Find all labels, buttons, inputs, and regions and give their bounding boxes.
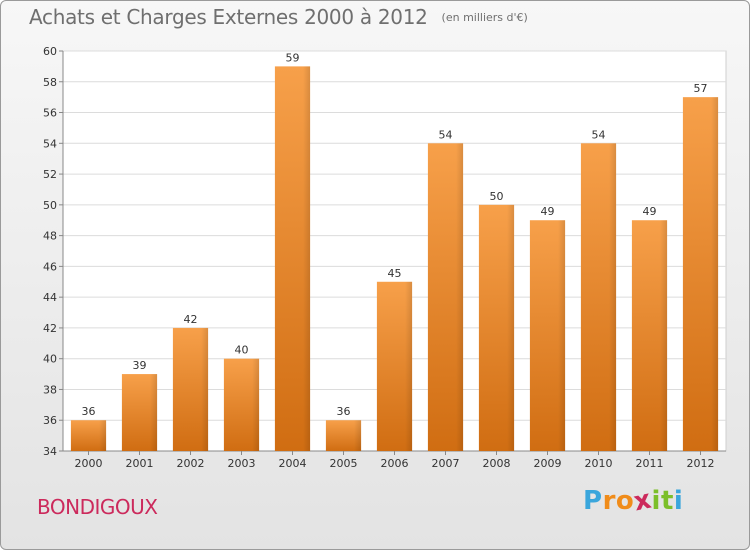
y-tick-label: 42 — [43, 322, 57, 335]
y-tick-label: 60 — [43, 45, 57, 58]
bar-shade — [223, 358, 260, 451]
bar-shade — [427, 143, 464, 452]
bar-shade — [376, 281, 413, 451]
y-tick-label: 50 — [43, 199, 57, 212]
x-tick-label: 2011 — [636, 457, 664, 470]
y-axis: 34 36 38 40 42 44 46 48 50 52 54 56 58 60 — [43, 45, 726, 458]
chart-title: Achats et Charges Externes 2000 à 2012 (e… — [29, 5, 528, 29]
x-tick-label: 2002 — [177, 457, 205, 470]
data-label: 57 — [694, 82, 708, 95]
y-tick-label: 34 — [43, 445, 57, 458]
data-label: 36 — [82, 405, 96, 418]
y-tick-label: 46 — [43, 260, 57, 273]
y-tick-label: 56 — [43, 107, 57, 120]
bar-shade — [274, 66, 311, 451]
bar-shade — [478, 204, 515, 451]
x-tick-label: 2007 — [432, 457, 460, 470]
bar-shade — [580, 143, 617, 452]
logo-letter: i — [673, 486, 684, 516]
bar-shade — [70, 420, 107, 451]
bar-shade — [325, 420, 362, 451]
y-tick-label: 54 — [43, 137, 57, 150]
logo-letter: r — [602, 486, 616, 516]
x-tick-label: 2009 — [534, 457, 562, 470]
logo-letter: P — [583, 486, 603, 516]
x-tick-label: 2004 — [279, 457, 307, 470]
x-tick-label: 2001 — [126, 457, 154, 470]
y-tick-label: 48 — [43, 230, 57, 243]
y-tick-label: 40 — [43, 353, 57, 366]
x-tick-label: 2010 — [585, 457, 613, 470]
bar-shade — [121, 374, 158, 451]
data-label: 49 — [643, 205, 657, 218]
x-tick-label: 2006 — [381, 457, 409, 470]
y-tick-label: 52 — [43, 168, 57, 181]
chart-title-text: Achats et Charges Externes 2000 à 2012 — [29, 5, 428, 29]
y-tick-label: 36 — [43, 414, 57, 427]
y-tick-label: 44 — [43, 291, 57, 304]
data-label: 54 — [439, 128, 453, 141]
bar-shade — [529, 220, 566, 451]
x-tick-label: 2003 — [228, 457, 256, 470]
y-tick-label: 38 — [43, 383, 57, 396]
x-tick-label: 2012 — [687, 457, 715, 470]
data-label: 54 — [592, 128, 606, 141]
data-label: 40 — [235, 344, 249, 357]
bar-shade — [631, 220, 668, 451]
data-label: 59 — [286, 51, 300, 64]
x-tick-label: 2008 — [483, 457, 511, 470]
bar-shade — [682, 97, 719, 452]
y-tick-label: 58 — [43, 76, 57, 89]
data-label: 49 — [541, 205, 555, 218]
data-label: 36 — [337, 405, 351, 418]
logo-letter: o — [615, 486, 635, 516]
logo-letter: t — [660, 486, 674, 516]
x-tick-label: 2000 — [75, 457, 103, 470]
proxiti-logo: Proxiti — [583, 485, 684, 518]
data-label: 50 — [490, 190, 504, 203]
bars: 36 39 42 40 59 36 45 54 50 49 54 49 57 — [70, 51, 719, 452]
chart-unit: (en milliers d'€) — [441, 11, 528, 24]
bar-shade — [172, 327, 209, 451]
logo-letter: i — [651, 486, 661, 516]
commune-name: BONDIGOUX — [37, 495, 158, 519]
x-axis: 2000 2001 2002 2003 2004 2005 2006 2007 2008 2009… — [75, 451, 715, 470]
data-label: 45 — [388, 267, 402, 280]
x-tick-label: 2005 — [330, 457, 358, 470]
data-label: 42 — [184, 313, 198, 326]
data-label: 39 — [133, 359, 147, 372]
